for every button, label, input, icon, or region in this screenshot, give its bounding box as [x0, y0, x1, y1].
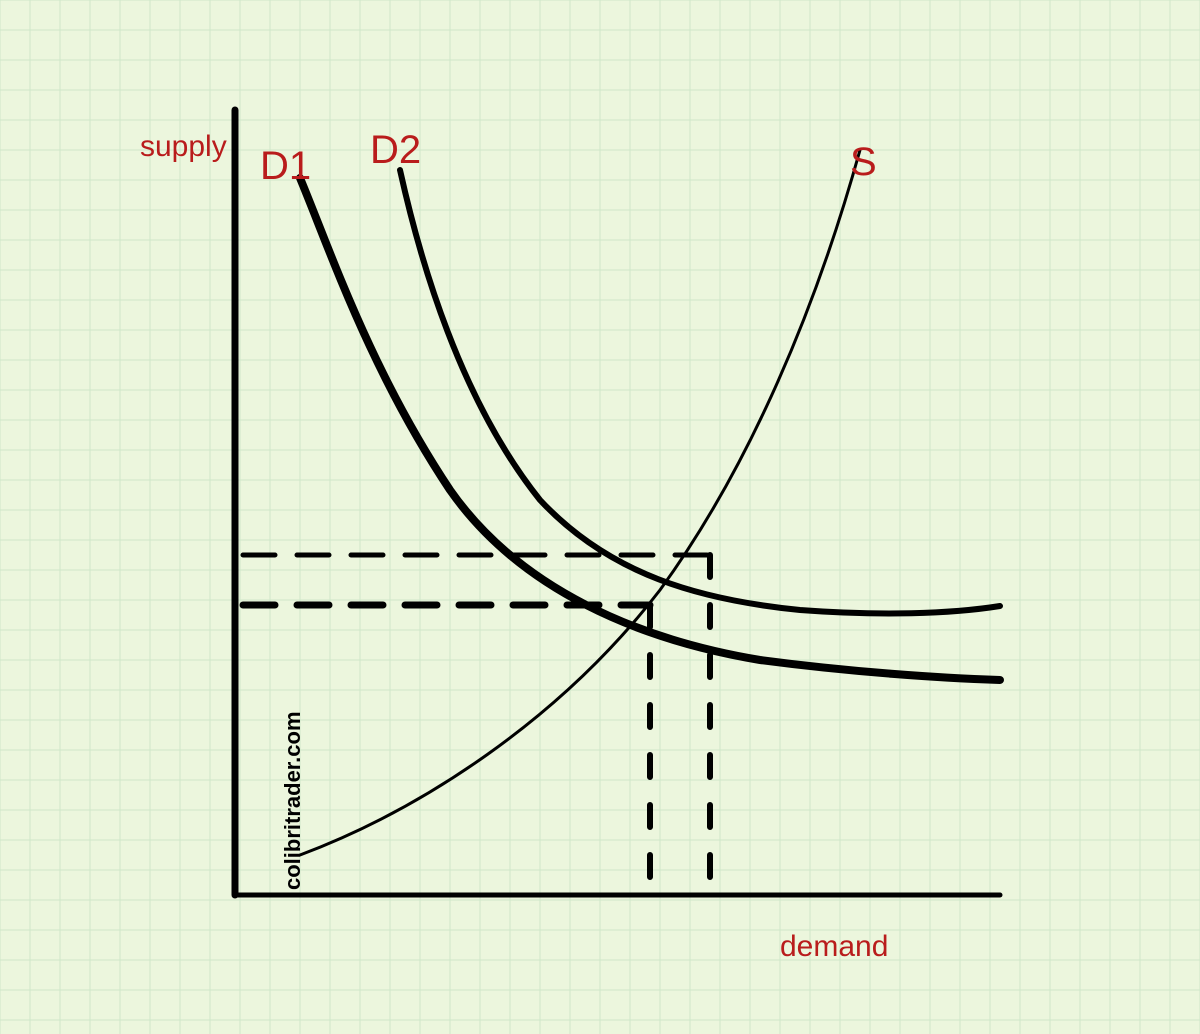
curve-label-d1: D1	[260, 144, 311, 189]
chart-page: supply demand D1 D2 S colibritrader.com	[0, 0, 1200, 1034]
curve-label-s: S	[850, 140, 877, 185]
x-axis-label: demand	[780, 930, 888, 964]
watermark: colibritrader.com	[280, 711, 306, 890]
demand-curve-d2	[400, 170, 1000, 613]
curve-label-d2: D2	[370, 128, 421, 173]
y-axis-label: supply	[140, 130, 227, 164]
supply-curve	[300, 150, 860, 855]
